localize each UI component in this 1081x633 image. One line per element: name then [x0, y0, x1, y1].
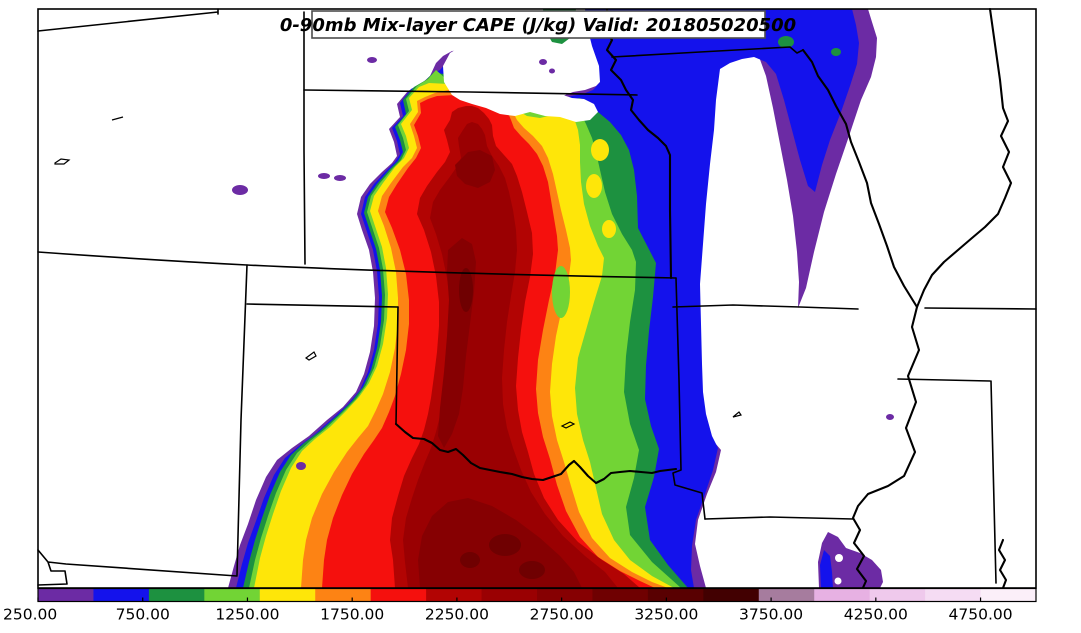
border-sd-wy: [37, 8, 219, 32]
page-title: 0-90mb Mix-layer CAPE (J/kg) Valid: 2018…: [280, 15, 796, 36]
colorbar-segment: [426, 588, 483, 602]
yellow-island: [591, 139, 609, 161]
purple-speck: [296, 462, 306, 470]
tennessee-river: [997, 538, 1008, 590]
colorbar-segment: [93, 588, 150, 602]
contour-band-2750: [459, 268, 545, 579]
purple-speck: [318, 173, 330, 179]
colorbar-segment: [758, 588, 815, 602]
border-mo-ia: [611, 46, 804, 58]
purple-speck: [367, 57, 377, 63]
border-ok-east: [672, 277, 706, 520]
colorbar-segment: [703, 588, 760, 602]
colorbar-tick-label: 3750.00: [739, 606, 803, 624]
colorbar-tick-label: 2750.00: [530, 606, 594, 624]
colorbar-segment: [814, 588, 871, 602]
southeast-cape-blob: [818, 532, 883, 588]
colorbar-segment: [38, 588, 94, 602]
colorbar-tick-label: 1250.00: [215, 606, 279, 624]
purple-speck: [886, 414, 894, 420]
border-ms-al: [990, 380, 997, 584]
yellow-island: [586, 174, 602, 198]
colorbar: 250.00 750.00 1250.00 1750.00 2250.00 2750.00…: [3, 587, 1037, 624]
colorbar-segment: [980, 588, 1037, 602]
colorbar-segment: [204, 588, 261, 602]
purple-speck: [232, 185, 248, 195]
purple-speck: [334, 175, 346, 181]
terrain-mark: [54, 158, 71, 165]
low-cape-white-notch: [443, 33, 598, 122]
colorbar-tick-label: 4750.00: [949, 606, 1013, 624]
colorbar-segment: [925, 588, 982, 602]
colorbar-segment: [592, 588, 649, 602]
purple-speck: [539, 59, 547, 65]
border-tx-ok-100w: [395, 306, 399, 425]
terrain-mark: [732, 411, 742, 418]
border-nm-tx-south: [37, 549, 238, 586]
colorbar-segment: [537, 588, 593, 602]
yellow-island: [602, 220, 616, 238]
red-river: [394, 422, 678, 485]
border-ar-la: [704, 516, 854, 520]
terrain-mark: [111, 116, 124, 121]
colorbar-outline: [37, 587, 1037, 603]
border-ky-tn: [924, 307, 1037, 310]
border-37n-co-nm-ks-ok: [37, 251, 677, 279]
colorbar-tick-label: 4250.00: [844, 606, 908, 624]
border-ok-panhandle-south: [246, 303, 399, 308]
green-speck: [831, 48, 841, 56]
colorbar-tick-label: 3250.00: [634, 606, 698, 624]
colorbar-tick-label: 250.00: [3, 606, 57, 624]
colorbar-segment: [259, 588, 316, 602]
mississippi-river: [801, 48, 921, 592]
border-nebraska-west: [303, 11, 306, 265]
border-tn-ms: [897, 378, 991, 382]
border-mo-ar: [672, 304, 859, 310]
colorbar-segment: [315, 588, 372, 602]
colorbar-tick-label: 1750.00: [320, 606, 384, 624]
green-speck: [778, 36, 794, 48]
purple-speck: [549, 68, 555, 74]
light-green-island: [552, 266, 570, 318]
colorbar-segment: [370, 588, 427, 602]
border-nm-tx-103w: [236, 264, 248, 576]
colorbar-tick-label: 750.00: [116, 606, 170, 624]
title-box: 0-90mb Mix-layer CAPE (J/kg) Valid: 2018…: [280, 10, 796, 39]
colorbar-segment: [481, 588, 538, 602]
border-kansas-nebraska: [303, 89, 638, 96]
terrain-mark: [560, 421, 576, 429]
state-borders: [37, 7, 1037, 592]
contour-band-2250: [403, 122, 618, 588]
terrain-mark: [304, 351, 317, 361]
colorbar-segment: [647, 588, 704, 602]
colorbar-tick-label: 2250.00: [425, 606, 489, 624]
wabash-ohio-river: [915, 7, 1013, 309]
colorbar-segment: [869, 588, 926, 602]
colorbar-segment: [148, 588, 205, 602]
